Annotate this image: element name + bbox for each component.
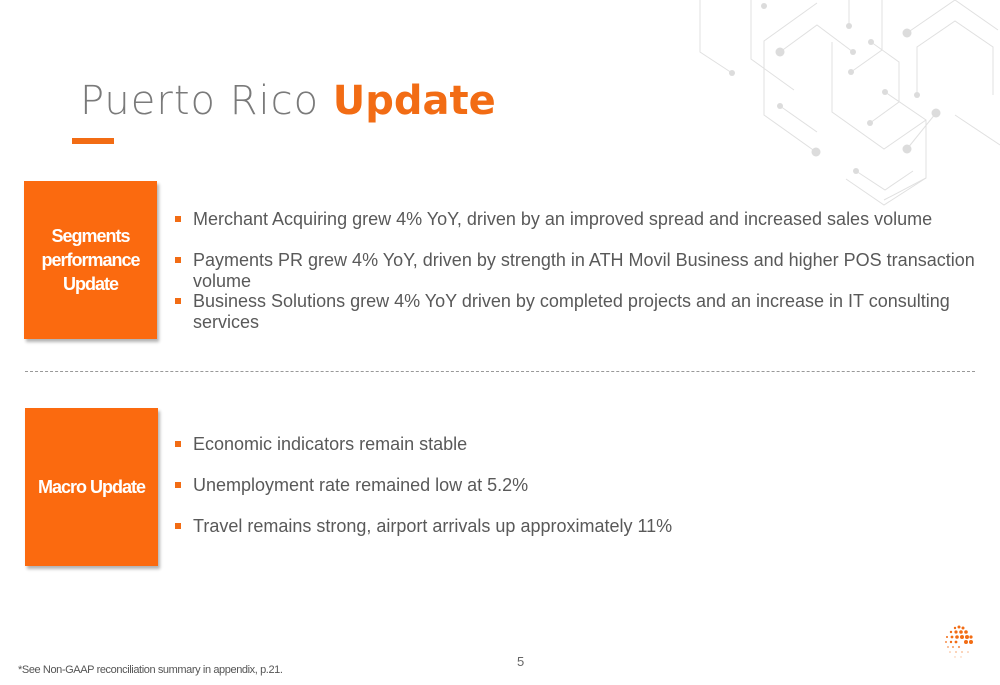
bullet-text: Unemployment rate remained low at 5.2%	[193, 475, 529, 495]
page-title: Puerto Rico Update	[80, 78, 496, 124]
bullet-icon	[175, 441, 181, 447]
list-item: Business Solutions grew 4% YoY driven by…	[175, 291, 1000, 332]
bullet-icon	[175, 257, 181, 263]
bullet-icon	[175, 482, 181, 488]
bullet-text: Merchant Acquiring grew 4% YoY, driven b…	[193, 209, 933, 229]
segments-label-box: Segments performance Update	[24, 181, 157, 339]
bullet-icon	[175, 523, 181, 529]
title-accent: Update	[332, 78, 496, 124]
footnote: *See Non-GAAP reconciliation summary in …	[18, 664, 283, 676]
list-item: Travel remains strong, airport arrivals …	[175, 516, 672, 557]
bullet-icon	[175, 298, 181, 304]
company-logo-icon	[945, 625, 973, 658]
list-item: Economic indicators remain stable	[175, 434, 672, 475]
list-item: Payments PR grew 4% YoY, driven by stren…	[175, 250, 1000, 291]
macro-label: Macro Update	[37, 477, 146, 497]
bullet-text: Business Solutions grew 4% YoY driven by…	[193, 291, 950, 332]
macro-label-box: Macro Update	[25, 408, 158, 566]
title-main: Puerto Rico	[80, 78, 320, 124]
bullet-text: Payments PR grew 4% YoY, driven by stren…	[193, 250, 975, 291]
hexagon-network-decoration	[699, 0, 1000, 206]
bullet-text: Economic indicators remain stable	[193, 434, 468, 454]
list-item: Merchant Acquiring grew 4% YoY, driven b…	[175, 209, 1000, 250]
page-number: 5	[517, 654, 525, 669]
bullet-text: Travel remains strong, airport arrivals …	[193, 516, 673, 536]
section-divider	[25, 371, 975, 372]
list-item: Unemployment rate remained low at 5.2%	[175, 475, 672, 516]
macro-bullet-list: Economic indicators remain stable Unempl…	[175, 434, 672, 557]
title-underline	[72, 138, 114, 144]
segments-label: Segments performance Update	[41, 226, 140, 294]
bullet-icon	[175, 216, 181, 222]
segments-bullet-list: Merchant Acquiring grew 4% YoY, driven b…	[175, 209, 1000, 332]
